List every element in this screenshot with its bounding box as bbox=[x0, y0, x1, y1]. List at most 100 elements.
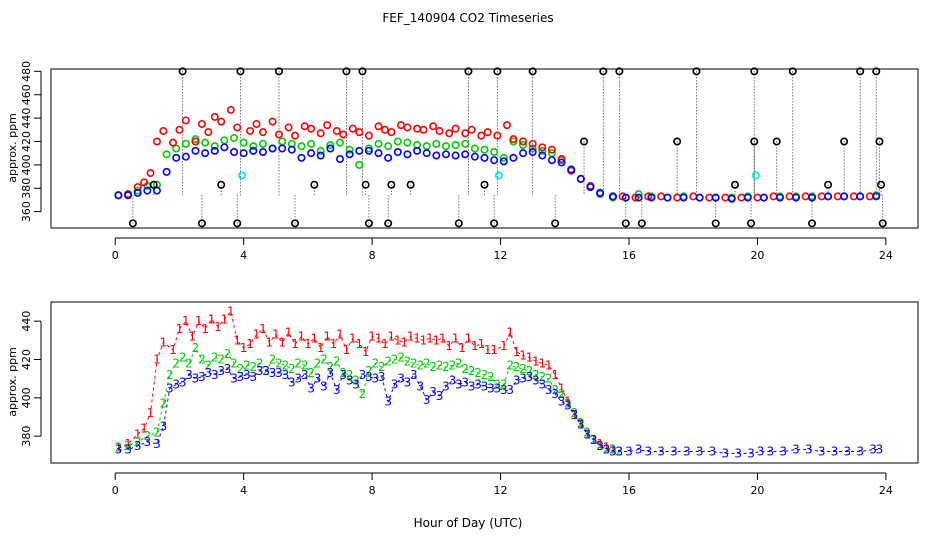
series-3-marker: 3 bbox=[115, 443, 123, 457]
series-2-marker: 2 bbox=[224, 347, 232, 361]
outlier-point bbox=[824, 180, 833, 189]
series-3-marker: 3 bbox=[831, 445, 839, 459]
series-2-marker: 2 bbox=[616, 445, 624, 459]
series-3-point bbox=[759, 193, 768, 202]
series-3-point bbox=[509, 153, 518, 162]
outlier-point bbox=[197, 219, 206, 228]
series-2-marker: 2 bbox=[551, 383, 559, 397]
series-1-marker: 1 bbox=[246, 337, 254, 351]
x-tick-label: 24 bbox=[879, 249, 893, 262]
outlier-point bbox=[364, 219, 373, 228]
series-2-point bbox=[162, 150, 171, 159]
series-3-point bbox=[634, 193, 643, 202]
series-3-marker: 3 bbox=[301, 368, 309, 382]
series-1-point bbox=[380, 125, 389, 134]
series-3-marker: 3 bbox=[230, 372, 238, 386]
series-1-marker: 1 bbox=[169, 343, 177, 357]
outlier-point bbox=[772, 137, 781, 146]
series-2-marker: 2 bbox=[172, 356, 180, 370]
series-2-marker: 2 bbox=[590, 433, 598, 447]
y-tick-label: 440 bbox=[20, 311, 33, 332]
series-1-point bbox=[316, 129, 325, 138]
series-3-point bbox=[124, 191, 133, 200]
series-3-marker: 3 bbox=[844, 445, 852, 459]
series-1-marker: 1 bbox=[134, 427, 142, 441]
bottom-y-axis: 380 400 420 440 bbox=[20, 311, 42, 447]
bottom-data-series: 1 111111111111111111111111111111111111111… bbox=[115, 305, 884, 461]
series-3-point bbox=[663, 193, 672, 202]
series-2-marker: 2 bbox=[307, 366, 315, 380]
series-3-marker: 3 bbox=[436, 389, 444, 403]
series-1-marker: 1 bbox=[253, 328, 261, 342]
outlier-point bbox=[128, 219, 137, 228]
series-3-point bbox=[413, 146, 422, 155]
series-3-point bbox=[326, 144, 335, 153]
outlier-point bbox=[730, 180, 739, 189]
series-3-point bbox=[791, 193, 800, 202]
series-3-point bbox=[384, 153, 393, 162]
series-1-marker: 1 bbox=[153, 353, 161, 367]
series-2-point bbox=[181, 139, 190, 148]
series-1-marker: 1 bbox=[259, 322, 267, 336]
series-3-marker: 3 bbox=[352, 377, 360, 391]
series-3-point bbox=[133, 188, 142, 197]
series-1-marker: 1 bbox=[545, 358, 553, 372]
series-1-marker: 1 bbox=[147, 406, 155, 420]
outlier-point bbox=[490, 219, 499, 228]
series-3-marker: 3 bbox=[481, 379, 489, 393]
series-2-marker: 2 bbox=[571, 406, 579, 420]
series-1-point bbox=[339, 130, 348, 139]
series-3-marker: 3 bbox=[346, 374, 354, 388]
outlier-point bbox=[615, 67, 624, 76]
series-2-point bbox=[307, 139, 316, 148]
series-2-marker: 2 bbox=[481, 368, 489, 382]
x-tick-label: 12 bbox=[494, 249, 508, 262]
series-3-marker: 3 bbox=[288, 376, 296, 390]
series-2-point bbox=[278, 137, 287, 146]
series-2-marker: 2 bbox=[423, 356, 431, 370]
outlier-point bbox=[750, 137, 759, 146]
outlier-point bbox=[149, 180, 158, 189]
series-1-marker: 1 bbox=[221, 312, 229, 326]
outlier-point bbox=[178, 67, 187, 76]
series-1-point bbox=[159, 126, 168, 135]
series-1-marker: 1 bbox=[407, 330, 415, 344]
series-1-marker: 1 bbox=[176, 322, 184, 336]
series-1-marker: 1 bbox=[564, 395, 572, 409]
series-3-marker: 3 bbox=[500, 383, 508, 397]
series-3-point bbox=[268, 144, 277, 153]
series-2-point bbox=[538, 146, 547, 155]
series-3-marker: 3 bbox=[558, 395, 566, 409]
series-3-point bbox=[393, 148, 402, 157]
series-3-marker: 3 bbox=[179, 376, 187, 390]
series-3-marker: 3 bbox=[532, 374, 540, 388]
series-1-marker: 1 bbox=[240, 341, 248, 355]
series-3-marker: 3 bbox=[487, 381, 495, 395]
series-2-marker: 2 bbox=[455, 356, 463, 370]
x-tick-label: 4 bbox=[240, 249, 247, 262]
y-tick-label: 480 bbox=[20, 61, 33, 82]
series-1-marker: 1 bbox=[214, 320, 222, 334]
series-2-marker: 2 bbox=[243, 358, 251, 372]
series-3-marker: 3 bbox=[134, 439, 142, 453]
series-1-point bbox=[657, 192, 666, 201]
series-2-marker: 2 bbox=[461, 362, 469, 376]
series-3-marker: 3 bbox=[237, 370, 245, 384]
top-panel: 360 380 400 420 440 460 480 0 4 8 12 16 20 24 approx… bbox=[6, 61, 919, 262]
series-1-marker: 1 bbox=[400, 335, 408, 349]
series-3-point bbox=[586, 183, 595, 192]
series-1-point bbox=[705, 193, 714, 202]
series-1-point bbox=[721, 193, 730, 202]
series-3-marker: 3 bbox=[359, 368, 367, 382]
series-3-point bbox=[711, 193, 720, 202]
series-3-marker: 3 bbox=[320, 379, 328, 393]
series-2-point bbox=[239, 138, 248, 147]
outlier-point bbox=[387, 180, 396, 189]
series-3-marker: 3 bbox=[670, 445, 678, 459]
series-3-marker: 3 bbox=[307, 381, 315, 395]
outlier-point bbox=[454, 219, 463, 228]
series-3-marker: 3 bbox=[262, 364, 270, 378]
series-3-point bbox=[114, 191, 123, 200]
series-1-point bbox=[445, 129, 454, 138]
series-2-point bbox=[201, 138, 210, 147]
